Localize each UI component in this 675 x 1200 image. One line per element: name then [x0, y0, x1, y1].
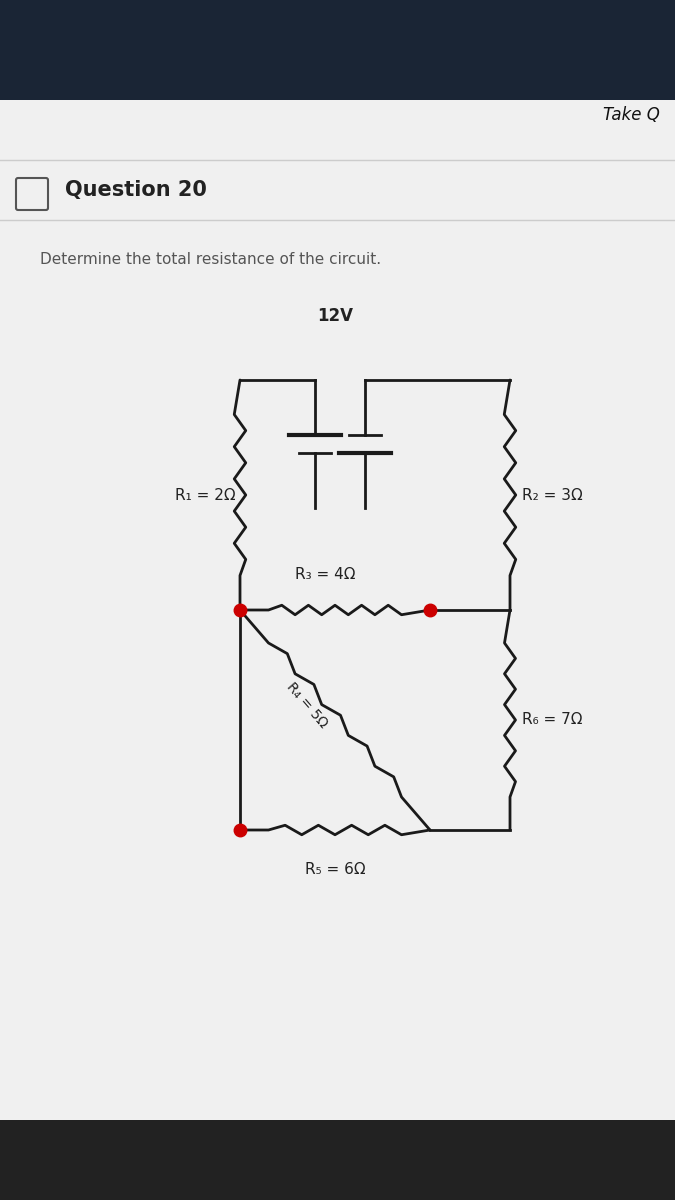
- Text: R₃ = 4Ω: R₃ = 4Ω: [295, 566, 355, 582]
- Text: Take Q: Take Q: [603, 106, 660, 124]
- Text: 12V: 12V: [317, 307, 353, 325]
- Text: R₅ = 6Ω: R₅ = 6Ω: [304, 862, 365, 877]
- Bar: [0, 0, 675, 100]
- Bar: [0, 100, 675, 1120]
- Bar: [0, 160, 675, 220]
- Text: R₁ = 2Ω: R₁ = 2Ω: [175, 487, 236, 503]
- FancyBboxPatch shape: [16, 178, 48, 210]
- Text: Question 20: Question 20: [65, 180, 207, 200]
- Text: R₂ = 3Ω: R₂ = 3Ω: [522, 487, 583, 503]
- Text: R₆ = 7Ω: R₆ = 7Ω: [522, 713, 583, 727]
- Text: R₄ = 5Ω: R₄ = 5Ω: [284, 679, 330, 731]
- Bar: [0, 1120, 675, 1200]
- Text: Determine the total resistance of the circuit.: Determine the total resistance of the ci…: [40, 252, 381, 268]
